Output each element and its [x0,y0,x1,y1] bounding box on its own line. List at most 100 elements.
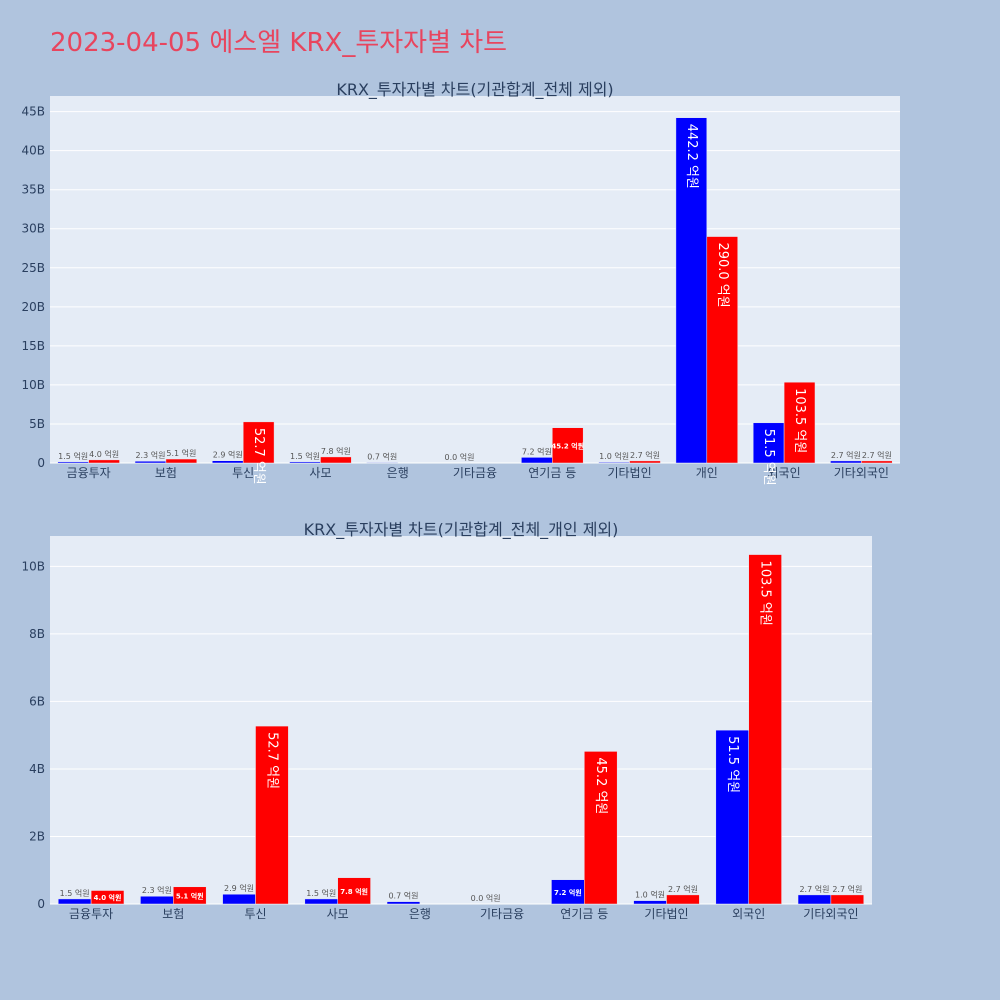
data-label: 1.0 억원 [599,451,629,461]
x-tick-label: 보험 [162,907,184,921]
data-label: 51.5 억원 [761,429,776,486]
bar [830,894,865,905]
chart-title: KRX_투자자별 차트(기관합계_전체_개인 제외) [304,520,619,540]
y-tick-label: 2B [29,829,45,843]
y-tick-label: 8B [29,627,45,641]
bar [88,459,120,464]
bar [304,898,338,905]
bar [165,458,198,464]
data-label: 0.0 억원 [471,893,501,903]
y-tick-label: 35B [21,183,45,197]
y-tick-label: 10B [21,378,45,392]
bar [666,894,700,905]
x-tick-label: 기타법인 [644,907,688,921]
bar [212,460,244,464]
bar [551,879,585,905]
bar [861,460,893,464]
data-label: 2.7 억원 [630,450,660,460]
data-label: 2.3 억원 [142,885,172,895]
x-tick-label: 기타외국인 [834,466,889,480]
bar [173,886,207,905]
chart-top: 0 5B 10B 15B 20B 25B 30B 35B 40B 45B KRX_투자자별 차트(기… [21,80,900,486]
bar [521,457,553,464]
x-tick-label: 보험 [155,466,177,480]
bar [320,456,352,464]
x-tick-label: 사모 [327,907,349,921]
data-label: 103.5 억원 [792,388,807,453]
bar [675,117,708,464]
x-tick-label: 기타외국인 [803,907,858,921]
data-label: 7.8 억원 [340,887,368,896]
data-label: 7.2 억원 [554,888,582,897]
bar [242,421,275,464]
x-tick-label: 금융투자 [67,466,111,480]
bar [90,890,125,905]
y-tick-label: 20B [21,300,45,314]
data-label: 2.7 억원 [862,450,892,460]
x-tick-label: 은행 [387,465,409,480]
y-tick-label: 0 [37,456,45,470]
bar [797,894,832,905]
data-label: 1.5 억원 [306,888,336,898]
data-label: 1.5 억원 [290,451,320,461]
data-label: 2.7 억원 [832,884,862,894]
data-label: 2.3 억원 [135,450,165,460]
bar [629,460,661,464]
page-title: 2023-04-05 에스엘 KRX_투자자별 차트 [50,28,508,58]
data-label: 1.5 억원 [60,888,90,898]
y-tick-label: 25B [21,261,45,275]
y-tick-label: 40B [21,144,45,158]
x-tick-label: 연기금 등 [560,907,608,921]
data-label: 52.7 억원 [251,428,266,485]
data-label: 7.8 억원 [321,446,351,456]
x-tick-label: 기타법인 [607,466,651,480]
bar [706,236,738,464]
data-label: 45.2 억원 [551,441,584,450]
x-tick-label: 사모 [309,466,331,480]
data-label: 2.7 억원 [799,884,829,894]
x-tick-label: 외국인 [732,907,765,921]
x-tick-label: 은행 [409,906,431,921]
data-label: 2.7 억원 [668,884,698,894]
bar [337,877,371,905]
y-tick-label: 5B [29,417,45,431]
bar [783,381,816,464]
data-label: 290.0 억원 [715,243,730,308]
bar [715,729,749,905]
bar [598,461,630,464]
data-label: 7.2 억원 [522,446,552,456]
chart-bottom: 0 2B 4B 6B 8B 10B KRX_투자자별 차트(기관합계_전체_개인 제외) 금융… [21,520,872,921]
data-label: 0.7 억원 [388,891,418,901]
data-label: 52.7 억원 [264,732,279,789]
x-tick-label: 투신 [244,907,266,921]
data-label: 0.7 억원 [367,451,397,461]
data-label: 5.1 억원 [176,891,204,900]
data-label: 5.1 억원 [166,448,196,458]
bar [386,901,421,905]
bar [255,725,289,905]
y-tick-label: 45B [21,105,45,119]
x-tick-label: 연기금 등 [528,466,576,480]
bar [57,898,92,905]
y-tick-label: 6B [29,694,45,708]
bar [57,461,89,464]
plot-area [50,96,900,463]
data-label: 4.0 억원 [89,449,119,459]
data-label: 442.2 억원 [684,124,699,189]
data-label: 1.5 억원 [58,451,88,461]
data-label: 45.2 억원 [593,757,608,814]
x-tick-label: 외국인 [768,466,801,480]
bar [633,900,667,905]
x-tick-label: 기타금융 [480,907,524,921]
bar [366,462,398,464]
x-tick-label: 금융투자 [69,907,113,921]
bar [222,893,256,905]
y-tick-label: 10B [21,559,45,573]
y-tick-label: 30B [21,222,45,236]
y-tick-label: 4B [29,762,45,776]
bar [552,427,584,464]
data-label: 51.5 억원 [725,736,740,793]
x-tick-label: 투신 [232,466,254,480]
y-tick-label: 15B [21,339,45,353]
data-label: 103.5 억원 [758,561,773,626]
